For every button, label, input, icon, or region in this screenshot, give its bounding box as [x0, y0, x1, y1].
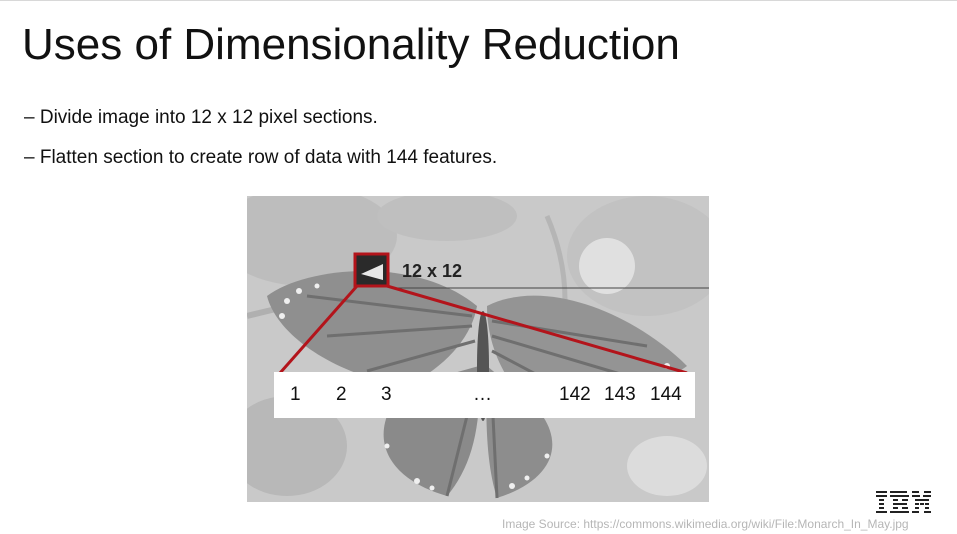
butterfly-image: [247, 196, 709, 502]
feature-label: 1: [290, 384, 301, 405]
patch-size-label: 12 x 12: [402, 261, 463, 281]
feature-label: 143: [604, 384, 636, 405]
bullet-item: – Divide image into 12 x 12 pixel sectio…: [24, 107, 378, 128]
bullet-item: – Flatten section to create row of data …: [24, 147, 498, 168]
image-source-caption: Image Source: https://commons.wikimedia.…: [502, 517, 909, 531]
slide-title: Uses of Dimensionality Reduction: [22, 20, 680, 69]
feature-label: 2: [336, 384, 347, 405]
feature-row: 1 2 3 … 142 143 144: [274, 372, 695, 418]
feature-label: 142: [559, 384, 591, 405]
feature-label: 144: [650, 384, 682, 405]
feature-label: 3: [381, 384, 392, 405]
butterfly-illustration: [247, 196, 709, 502]
ibm-logo-icon: [876, 491, 931, 513]
ellipsis-label: …: [473, 384, 492, 405]
bullet-list: – Divide image into 12 x 12 pixel sectio…: [24, 104, 497, 184]
ibm-logo: [874, 490, 934, 521]
